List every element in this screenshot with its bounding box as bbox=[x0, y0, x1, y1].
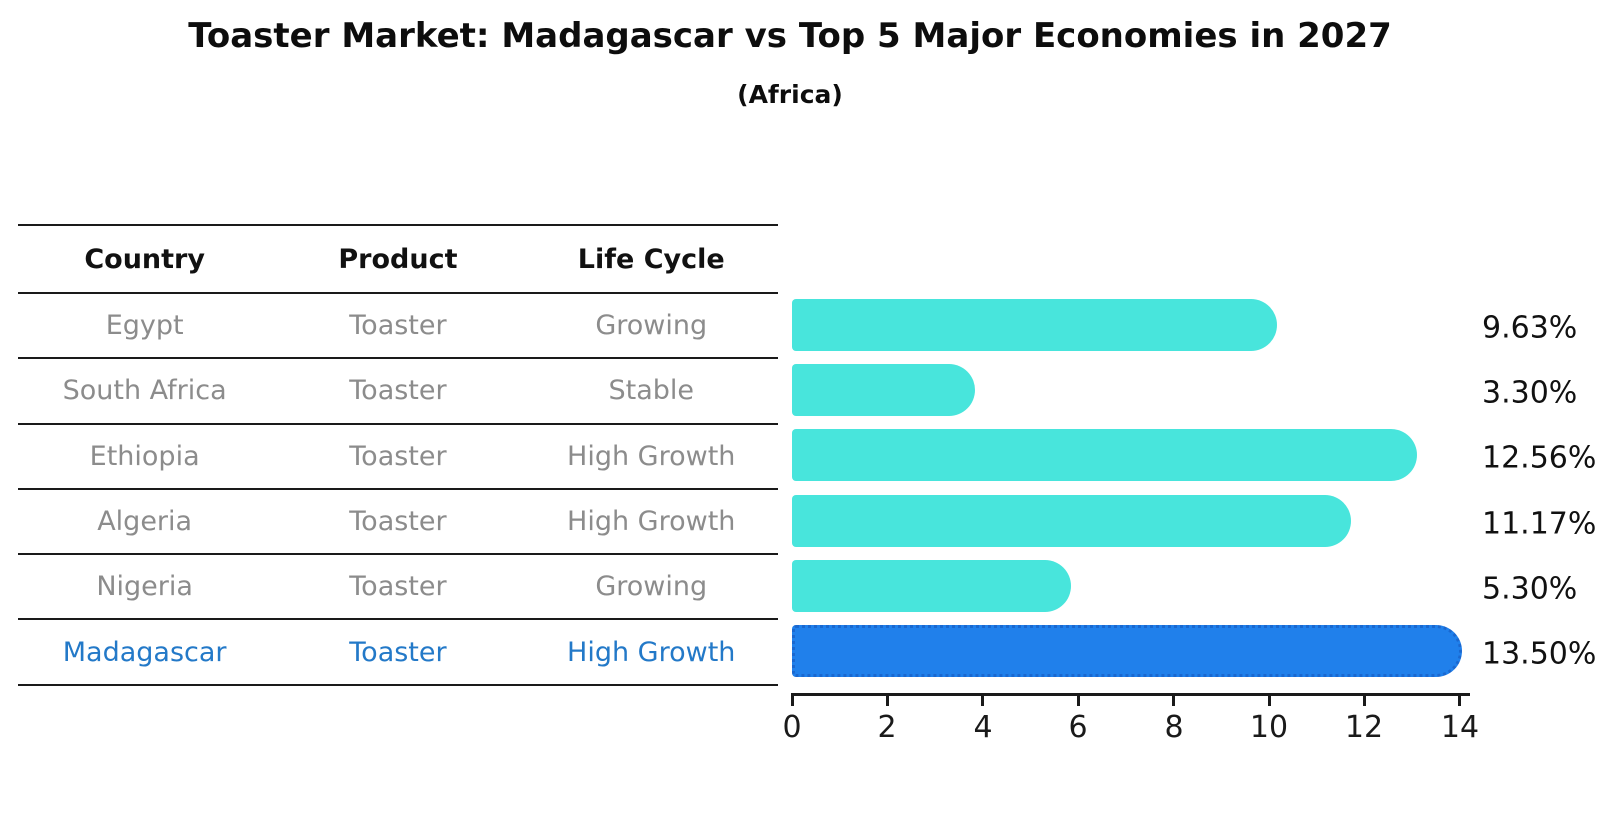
x-axis-tick-mark bbox=[1077, 696, 1080, 706]
bar-value-label: 12.56% bbox=[1482, 440, 1597, 476]
x-axis-tick-label: 4 bbox=[973, 710, 993, 745]
life-cycle-cell: Growing bbox=[595, 310, 708, 342]
table-row: Nigeria Toaster Growing bbox=[18, 555, 778, 621]
country-cell: Madagascar bbox=[62, 636, 227, 668]
x-axis-tick-label: 14 bbox=[1440, 710, 1480, 745]
country-cell: Egypt bbox=[105, 310, 184, 342]
bar bbox=[792, 560, 1071, 612]
country-cell: Nigeria bbox=[96, 571, 193, 603]
x-axis-tick-label: 0 bbox=[782, 710, 802, 745]
table-row: Egypt Toaster Growing bbox=[18, 294, 778, 360]
table-row: Ethiopia Toaster High Growth bbox=[18, 425, 778, 490]
table-row: South Africa Toaster Stable bbox=[18, 359, 778, 425]
life-cycle-cell: High Growth bbox=[567, 506, 736, 538]
table-header-row: Country Product Life Cycle bbox=[18, 226, 778, 294]
x-axis-tick-label: 8 bbox=[1164, 710, 1184, 745]
bar-value-label: 11.17% bbox=[1482, 506, 1597, 542]
product-cell: Toaster bbox=[349, 636, 447, 668]
x-axis-spine bbox=[791, 693, 1470, 696]
x-axis-tick-mark bbox=[981, 696, 984, 706]
life-cycle-cell: Stable bbox=[608, 375, 694, 407]
x-axis-tick-label: 12 bbox=[1344, 710, 1384, 745]
x-axis-tick-mark bbox=[791, 696, 794, 706]
life-cycle-cell: Growing bbox=[595, 571, 708, 603]
chart-subtitle: (Africa) bbox=[737, 80, 843, 109]
product-cell: Toaster bbox=[349, 571, 447, 603]
country-cell: Algeria bbox=[97, 506, 193, 538]
column-header-country: Country bbox=[84, 243, 205, 275]
bar-value-label: 13.50% bbox=[1482, 636, 1597, 672]
bar-value-label: 9.63% bbox=[1482, 310, 1578, 346]
bar bbox=[792, 299, 1277, 351]
bar bbox=[792, 495, 1351, 547]
country-cell: Ethiopia bbox=[89, 440, 200, 472]
x-axis-tick-label: 2 bbox=[877, 710, 897, 745]
bar bbox=[792, 429, 1417, 481]
bar-highlight bbox=[792, 625, 1462, 677]
bar-value-label: 5.30% bbox=[1482, 571, 1578, 607]
chart-title: Toaster Market: Madagascar vs Top 5 Majo… bbox=[188, 16, 1392, 56]
x-axis-tick-mark bbox=[886, 696, 889, 706]
life-cycle-cell: High Growth bbox=[567, 440, 736, 472]
product-cell: Toaster bbox=[349, 310, 447, 342]
x-axis-tick-mark bbox=[1268, 696, 1271, 706]
country-cell: South Africa bbox=[62, 375, 227, 407]
x-axis-tick-mark bbox=[1458, 696, 1461, 706]
x-axis-tick-label: 10 bbox=[1249, 710, 1289, 745]
life-cycle-cell: High Growth bbox=[567, 636, 736, 668]
column-header-product: Product bbox=[338, 243, 458, 275]
country-table: Country Product Life Cycle Egypt Toaster G… bbox=[18, 224, 778, 686]
bar bbox=[792, 364, 975, 416]
x-axis-tick-label: 6 bbox=[1068, 710, 1088, 745]
product-cell: Toaster bbox=[349, 506, 447, 538]
table-row: Madagascar Toaster High Growth bbox=[18, 620, 778, 686]
x-axis-tick-mark bbox=[1363, 696, 1366, 706]
product-cell: Toaster bbox=[349, 440, 447, 472]
x-axis-tick-mark bbox=[1172, 696, 1175, 706]
table-row: Algeria Toaster High Growth bbox=[18, 490, 778, 556]
table-body: Egypt Toaster Growing South Africa Toaster St… bbox=[18, 294, 778, 686]
column-header-life-cycle: Life Cycle bbox=[577, 243, 725, 275]
bar-value-label: 3.30% bbox=[1482, 375, 1578, 411]
product-cell: Toaster bbox=[349, 375, 447, 407]
